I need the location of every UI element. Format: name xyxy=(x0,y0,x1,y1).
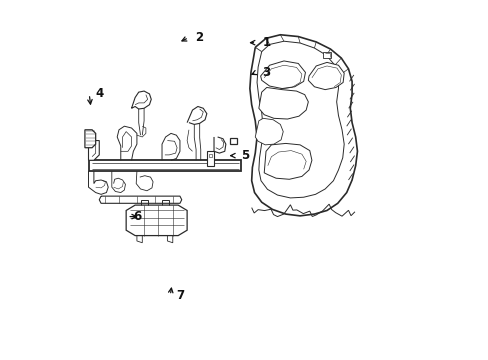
Polygon shape xyxy=(308,62,344,90)
Polygon shape xyxy=(230,138,237,144)
Text: 4: 4 xyxy=(95,87,103,100)
Polygon shape xyxy=(88,140,99,160)
Text: 7: 7 xyxy=(176,289,184,302)
Polygon shape xyxy=(255,118,283,145)
Polygon shape xyxy=(85,130,96,148)
Text: 1: 1 xyxy=(262,36,270,49)
Text: 5: 5 xyxy=(241,149,249,162)
Text: 2: 2 xyxy=(195,31,203,44)
Text: 6: 6 xyxy=(133,210,142,223)
Polygon shape xyxy=(260,61,305,89)
Text: 3: 3 xyxy=(262,66,270,79)
Polygon shape xyxy=(323,51,330,58)
Polygon shape xyxy=(206,151,214,166)
Polygon shape xyxy=(258,87,308,119)
Polygon shape xyxy=(264,143,311,179)
Polygon shape xyxy=(126,205,187,235)
